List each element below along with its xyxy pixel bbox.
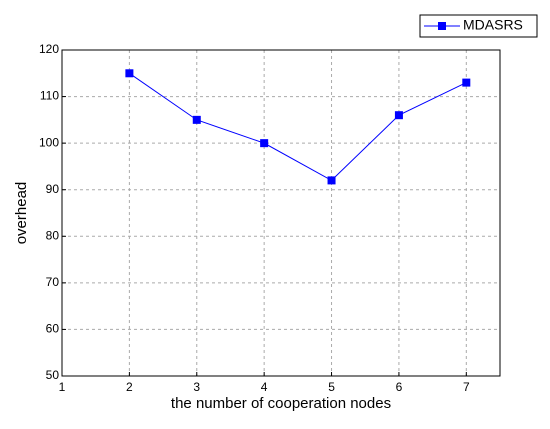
point [192, 115, 201, 124]
y-tick-label: 100 [39, 135, 59, 149]
series-line [129, 72, 467, 182]
y-tick-label: 90 [46, 182, 60, 196]
x-tick-label: 7 [463, 380, 470, 394]
y-axis-label: overhead [13, 182, 30, 245]
x-tick-label: 5 [328, 380, 335, 394]
x-tick-label: 4 [261, 380, 268, 394]
legend-box [419, 14, 538, 38]
point [327, 176, 336, 185]
x-tick-label: 1 [59, 380, 66, 394]
point [394, 111, 403, 120]
legend-marker [438, 22, 446, 30]
y-tick-label: 120 [39, 42, 59, 56]
point [260, 139, 269, 148]
legend-label: MDASRS [463, 17, 523, 33]
y-tick-label: 110 [40, 89, 59, 103]
plot-frame [61, 49, 501, 377]
x-tick-label: 2 [126, 380, 133, 394]
x-tick-label: 3 [193, 380, 200, 394]
y-tick-label: 50 [46, 368, 60, 382]
x-tick-label: 6 [396, 380, 403, 394]
point [125, 69, 134, 78]
y-tick-label: 80 [46, 228, 60, 242]
y-tick-label: 60 [46, 322, 60, 336]
point [462, 78, 471, 87]
x-axis-label: the number of cooperation nodes [171, 395, 391, 412]
y-tick-label: 70 [46, 275, 60, 289]
